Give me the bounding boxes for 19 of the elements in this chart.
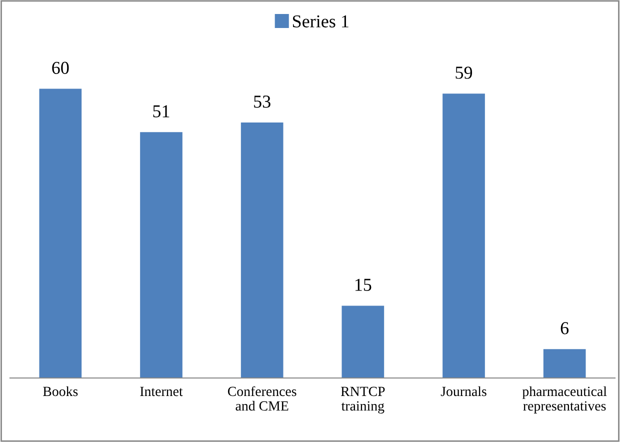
x-tick-label: Internet [140, 386, 183, 396]
data-label: 60 [52, 62, 69, 74]
data-label: 51 [153, 105, 170, 118]
data-label: 59 [456, 66, 472, 79]
x-tick-label: Books [43, 386, 78, 396]
x-tick-label: Journals [440, 386, 486, 396]
x-tick-label: Conferences and CME [228, 386, 296, 411]
bar [240, 122, 284, 378]
bar [342, 306, 384, 378]
bar [39, 88, 82, 378]
data-label: 53 [254, 96, 270, 108]
data-label: 15 [355, 278, 372, 291]
x-tick-label: pharmaceutical representatives [522, 386, 607, 414]
bar [442, 94, 485, 378]
data-label: 6 [560, 322, 569, 334]
bar [140, 132, 182, 378]
legend-label: Series 1 [293, 15, 348, 28]
x-tick-label: RNTCP training [340, 386, 385, 414]
bar [543, 349, 586, 378]
